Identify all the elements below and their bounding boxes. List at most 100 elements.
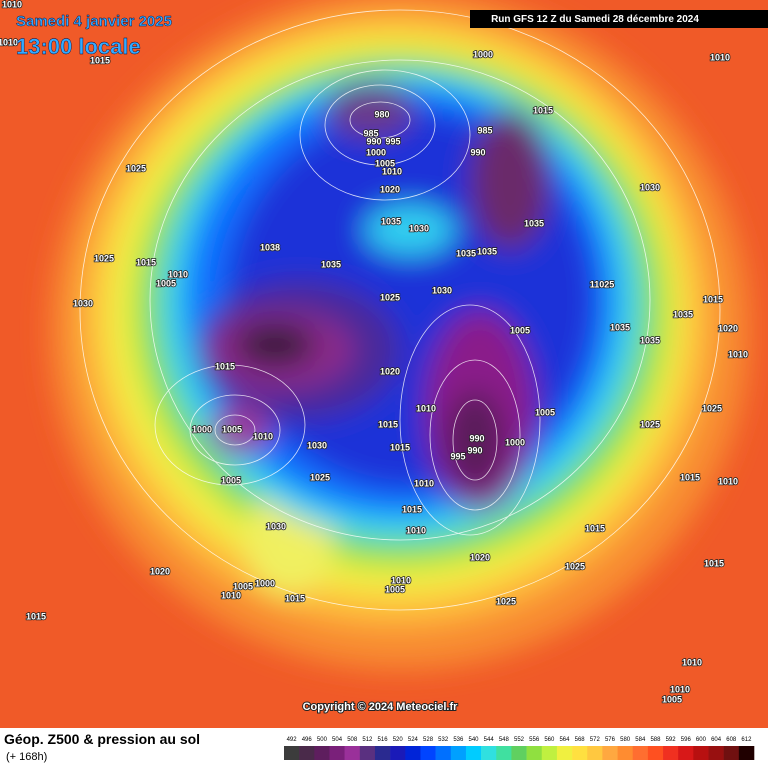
colorbar-label: 552 — [514, 737, 525, 743]
colorbar-label: 596 — [681, 737, 692, 743]
pressure-label: 1010 — [406, 525, 426, 535]
colorbar-cell — [602, 746, 618, 760]
colorbar-cell — [344, 746, 361, 760]
colorbar-label: 580 — [620, 737, 631, 743]
colorbar-label: 584 — [635, 737, 646, 743]
pressure-label: 1020 — [470, 552, 490, 562]
colorbar-cell — [678, 746, 694, 760]
pressure-label: 1015 — [378, 419, 398, 429]
pressure-label: 1000 — [255, 578, 275, 588]
colorbar-label: 572 — [590, 737, 601, 743]
pressure-label: 11025 — [590, 279, 615, 289]
colorbar-label: 564 — [559, 737, 570, 743]
colorbar: 492 496 500 504 508 512 516 520 524 528 532 536 540 5… — [284, 737, 755, 760]
pressure-label: 1030 — [266, 521, 286, 531]
colorbar-cell — [663, 746, 679, 760]
pressure-label: 1035 — [456, 248, 476, 258]
pressure-label: 1005 — [233, 581, 253, 591]
pressure-label: 1005 — [385, 584, 405, 594]
pressure-label: 1035 — [673, 309, 693, 319]
pressure-label: 995 — [385, 136, 400, 146]
pressure-label: 1010 — [710, 52, 730, 62]
colorbar-label: 612 — [741, 737, 752, 743]
colorbar-label: 544 — [484, 737, 495, 743]
pressure-label: 1035 — [610, 322, 630, 332]
colorbar-cell — [572, 746, 588, 760]
pressure-label: 1005 — [222, 424, 242, 434]
pressure-label: 1030 — [409, 223, 429, 233]
run-banner — [470, 10, 768, 28]
pressure-label: 995 — [450, 451, 465, 461]
pressure-label: 1025 — [496, 596, 516, 606]
pressure-label: 1025 — [380, 292, 400, 302]
pressure-label: 1010 — [682, 657, 702, 667]
pressure-label: 1020 — [380, 366, 400, 376]
pressure-label: 1015 — [402, 504, 422, 514]
pressure-label: 1015 — [90, 55, 110, 65]
pressure-label: 1010 — [221, 590, 241, 600]
run-info: Run GFS 12 Z du Samedi 28 décembre 2024 — [491, 14, 699, 25]
colorbar-cell — [359, 746, 376, 760]
colorbar-label: 524 — [408, 737, 419, 743]
colorbar-label: 512 — [362, 737, 373, 743]
colorbar-label: 540 — [469, 737, 480, 743]
colorbar-cell — [374, 746, 391, 760]
colorbar-cell — [481, 746, 497, 760]
colorbar-cell — [405, 746, 421, 760]
pressure-label: 1035 — [381, 216, 401, 226]
colorbar-label: 588 — [650, 737, 661, 743]
colorbar-cell — [299, 746, 315, 760]
pressure-label: 1010 — [391, 575, 411, 585]
pressure-label: 1015 — [26, 611, 46, 621]
pressure-label: 1025 — [702, 403, 722, 413]
pressure-label: 1000 — [505, 437, 525, 447]
colorbar-label: 608 — [726, 737, 737, 743]
colorbar-cell — [723, 746, 740, 760]
pressure-label: 1025 — [126, 163, 146, 173]
colorbar-cell — [738, 746, 755, 760]
pressure-label: 1015 — [215, 361, 235, 371]
geopotential-field — [50, 0, 750, 670]
colorbar-cell — [526, 746, 543, 760]
pressure-label: 1010 — [0, 37, 18, 47]
colorbar-cell — [587, 746, 603, 760]
pressure-label: 1010 — [728, 349, 748, 359]
pressure-label: 1025 — [640, 419, 660, 429]
colorbar-label: 496 — [302, 737, 313, 743]
pressure-label: 1025 — [565, 561, 585, 571]
pressure-label: 1000 — [366, 147, 386, 157]
colorbar-cell — [693, 746, 709, 760]
colorbar-cell — [511, 746, 527, 760]
colorbar-label: 576 — [605, 737, 616, 743]
colorbar-label: 516 — [378, 737, 389, 743]
pressure-label: 1015 — [585, 523, 605, 533]
colorbar-label: 556 — [529, 737, 540, 743]
pressure-label: 985 — [363, 128, 378, 138]
pressure-label: 985 — [477, 125, 492, 135]
pressure-label: 1015 — [703, 294, 723, 304]
colorbar-cell — [541, 746, 558, 760]
colorbar-label: 568 — [575, 737, 586, 743]
pressure-label: 1005 — [662, 694, 682, 704]
pressure-label: 1010 — [416, 403, 436, 413]
pressure-label: 1015 — [680, 472, 700, 482]
isobars — [79, 9, 721, 611]
pressure-label: 980 — [374, 109, 389, 119]
pressure-label: 1035 — [640, 335, 660, 345]
pressure-label: 1005 — [510, 325, 530, 335]
pressure-label: 1038 — [260, 242, 280, 252]
pressure-label: 1005 — [156, 278, 176, 288]
pressure-label: 990 — [467, 445, 482, 455]
pressure-label: 1010 — [414, 478, 434, 488]
pressure-label: 1010 — [2, 0, 22, 9]
colorbar-label: 536 — [453, 737, 464, 743]
colorbar-cell — [708, 746, 724, 760]
pressure-label: 1015 — [390, 442, 410, 452]
pressure-label: 1010 — [670, 684, 690, 694]
colorbar-label: 548 — [499, 737, 510, 743]
pressure-label: 990 — [469, 433, 484, 443]
pressure-label: 1015 — [704, 558, 724, 568]
pressure-label: 1015 — [136, 257, 156, 267]
